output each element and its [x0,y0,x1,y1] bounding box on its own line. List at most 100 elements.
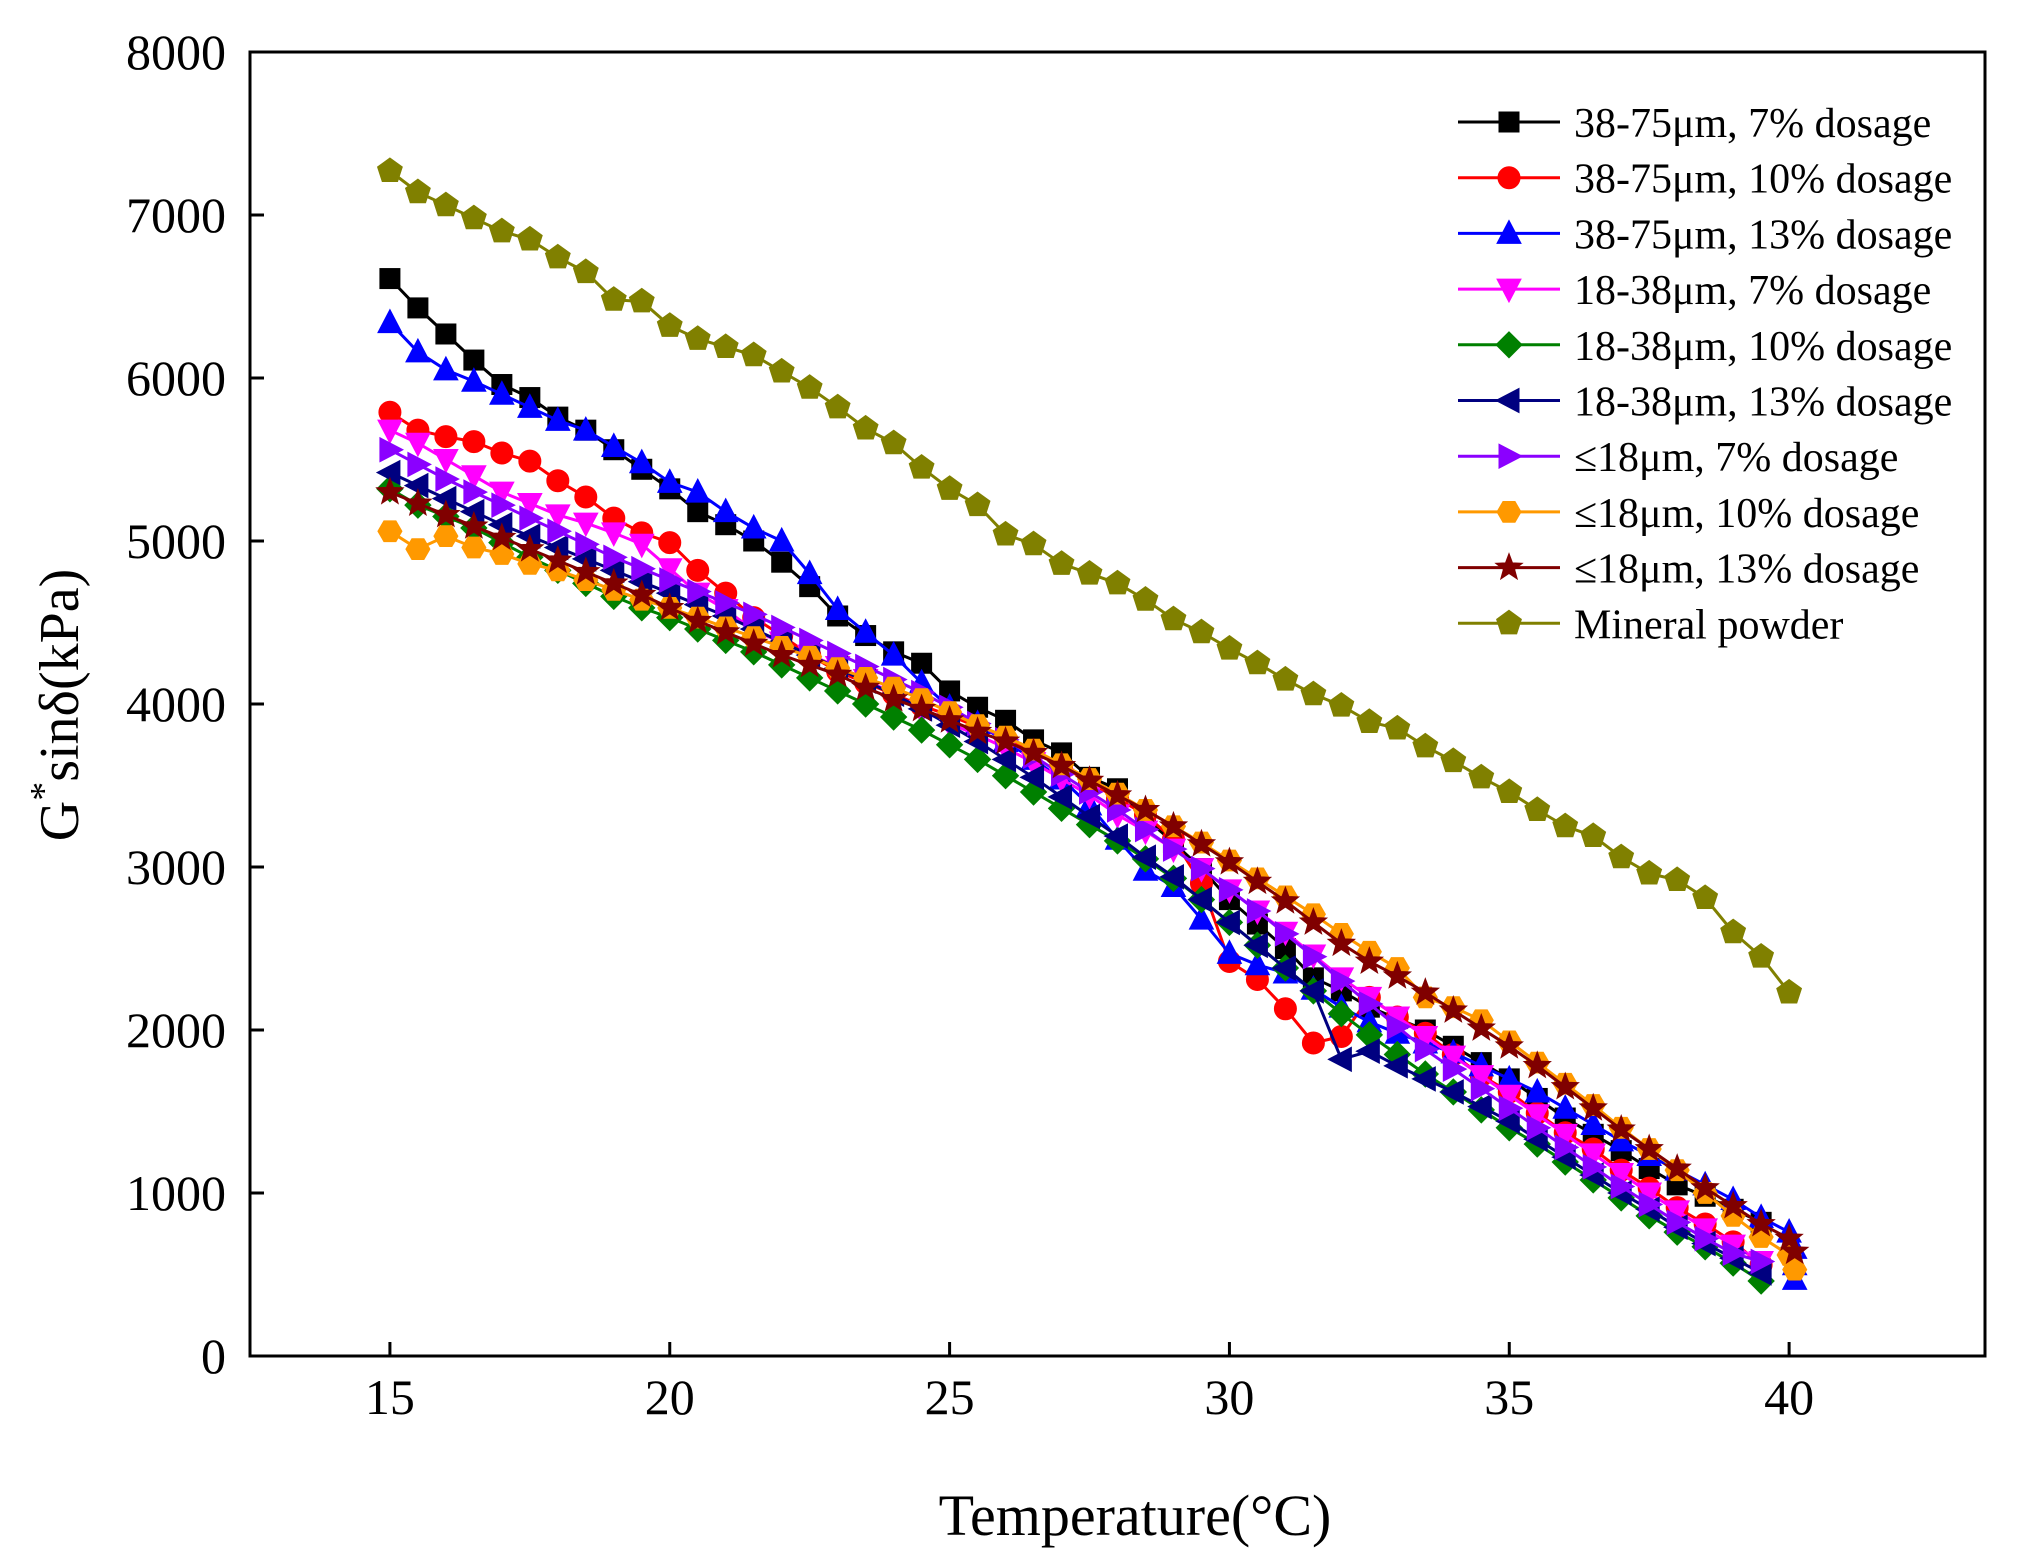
data-point [852,618,879,643]
data-point [1496,1084,1523,1110]
legend-item: 38-75μm, 10% dosage [1458,157,1952,203]
legend-label: 18-38μm, 10% dosage [1574,324,1952,370]
data-point [1496,778,1523,804]
data-point [768,526,795,552]
series-10 [376,157,1803,1004]
y-axis-title-superscript: * [23,782,65,801]
data-point [1047,784,1073,810]
data-point [377,419,403,445]
data-point [1355,1038,1380,1065]
data-point [379,268,401,290]
data-point [712,333,739,359]
data-point [1272,665,1299,691]
y-tick-label: 6000 [126,350,226,406]
data-point [433,449,459,474]
data-point [1271,955,1296,981]
data-point [1780,1236,1810,1265]
data-point [1442,1056,1468,1082]
data-point [491,492,516,518]
data-point [1664,866,1691,892]
data-point [1302,943,1328,970]
data-point [1243,932,1268,959]
data-point [1692,884,1719,909]
legend-marker [1498,111,1520,133]
y-axis-title-main: G [29,801,91,841]
legend-marker [1495,331,1523,359]
data-point [1104,569,1131,595]
data-point [1132,586,1159,611]
data-point [992,520,1019,546]
data-point [516,225,543,251]
data-point [1552,1094,1579,1119]
data-point [1580,1110,1607,1136]
data-point [962,716,993,745]
data-point [1524,796,1551,821]
data-point [822,659,853,688]
data-point [850,672,881,701]
legend-label: ≤18μm, 10% dosage [1574,491,1919,537]
data-point [1301,1031,1325,1055]
data-point [407,297,429,319]
data-point [403,488,433,516]
data-point [1190,855,1216,882]
data-point [463,479,488,505]
data-point [936,475,963,500]
data-point [433,525,459,548]
data-point [1214,846,1245,875]
legend-item: 38-75μm, 7% dosage [1458,101,1931,147]
data-point [375,459,401,486]
data-point [1720,918,1747,944]
data-point [934,704,965,733]
data-point [1468,1065,1495,1090]
data-point [851,690,880,718]
data-point [1327,1046,1352,1073]
y-axis-title: G*sinδ(kPa) [23,569,91,842]
data-point [574,485,598,509]
data-point [1411,1066,1436,1092]
data-point [1048,550,1075,575]
data-point [575,531,600,558]
data-point [715,590,740,616]
data-point [1218,876,1244,903]
data-point [658,531,682,555]
data-point [1694,1225,1720,1252]
data-point [1578,1092,1608,1121]
data-point [767,639,797,668]
legend-label: Mineral powder [1574,602,1843,648]
data-point [519,505,544,532]
data-point [489,380,515,405]
data-point [1776,978,1803,1004]
data-point [796,559,823,585]
data-point [768,357,795,383]
data-point [935,731,964,759]
data-point [1074,765,1105,794]
data-point [1638,1191,1664,1218]
legend-marker [1494,552,1524,581]
data-point [572,416,599,441]
data-point [655,592,685,621]
data-point [1330,968,1356,994]
data-point [600,432,627,457]
data-point [1358,991,1384,1017]
data-point [1552,812,1579,838]
data-point [1412,1026,1439,1051]
legend-label: ≤18μm, 13% dosage [1574,547,1919,593]
data-point [628,287,655,313]
data-point [518,449,542,473]
legend-item: ≤18μm, 7% dosage [1458,435,1898,481]
data-point [1018,737,1049,766]
data-point [1439,1079,1464,1105]
data-point [880,429,907,455]
data-point [379,436,405,463]
data-point [1580,1143,1607,1168]
data-point [1188,905,1215,930]
data-point [1075,803,1101,830]
data-point [460,204,487,230]
data-point [461,536,487,559]
legend-item: 18-38μm, 13% dosage [1458,380,1952,426]
data-point [852,414,879,440]
data-point [1159,863,1184,890]
legend-marker [1496,278,1522,304]
data-point [1020,530,1047,556]
